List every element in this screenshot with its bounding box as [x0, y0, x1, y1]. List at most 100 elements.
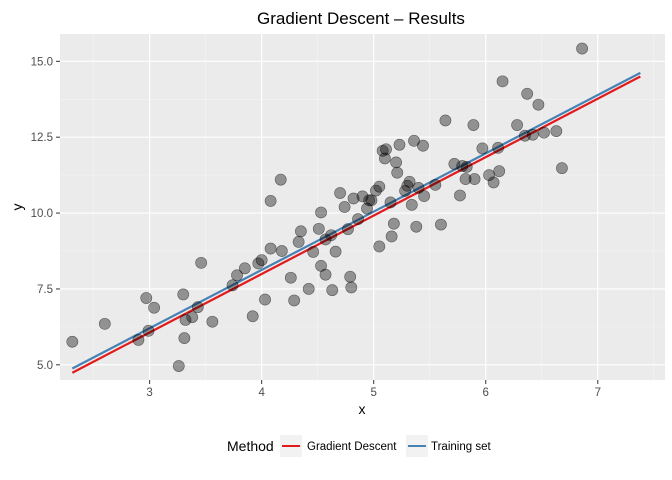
- data-point: [435, 218, 447, 231]
- data-point: [312, 222, 325, 235]
- data-point: [246, 310, 259, 323]
- data-point: [140, 292, 153, 304]
- data-point: [405, 198, 418, 211]
- data-point: [329, 245, 342, 258]
- data-point: [385, 230, 398, 243]
- data-point: [496, 75, 509, 88]
- data-point: [476, 142, 489, 155]
- legend-label-training-set: Training set: [431, 441, 491, 453]
- data-point: [292, 236, 305, 248]
- data-point: [365, 194, 378, 207]
- data-point: [448, 158, 461, 170]
- legend-title: Method: [227, 438, 274, 454]
- data-point: [66, 335, 79, 348]
- data-point: [319, 268, 332, 281]
- data-point: [148, 301, 161, 314]
- data-point: [538, 126, 550, 139]
- data-point: [408, 134, 420, 147]
- data-point: [459, 173, 472, 185]
- x-tick-label: 7: [595, 387, 601, 399]
- data-point: [347, 192, 360, 205]
- data-point: [511, 119, 524, 131]
- x-tick-label: 4: [258, 387, 265, 399]
- data-point: [325, 229, 338, 242]
- data-point: [483, 169, 496, 182]
- data-point: [384, 196, 397, 209]
- grid: [60, 34, 665, 380]
- series-line-training-set: [71, 71, 641, 370]
- x-tick-label: 5: [371, 387, 377, 399]
- data-point: [468, 173, 481, 185]
- x-tick-label: 6: [483, 387, 489, 399]
- data-point: [418, 190, 431, 202]
- data-point: [387, 217, 400, 230]
- y-tick-label: 12.5: [31, 132, 53, 144]
- data-point: [288, 294, 301, 307]
- data-point: [370, 184, 382, 197]
- data-point: [206, 315, 219, 328]
- legend: Method Gradient Descent Training set: [227, 435, 491, 457]
- x-axis-ticks: 3 4 5 6 7: [146, 380, 601, 399]
- data-point: [401, 179, 414, 192]
- y-axis-title: y: [9, 204, 25, 211]
- data-point: [252, 257, 265, 270]
- data-point: [179, 314, 192, 326]
- data-point: [532, 98, 545, 111]
- data-point: [284, 271, 297, 284]
- data-point: [231, 269, 243, 282]
- data-points: [66, 42, 588, 372]
- y-tick-label: 15.0: [31, 56, 53, 68]
- data-point: [275, 245, 288, 257]
- data-point: [345, 281, 358, 294]
- data-point: [429, 178, 442, 191]
- data-point: [226, 279, 239, 292]
- data-point: [410, 220, 423, 233]
- data-point: [526, 128, 539, 141]
- x-tick-label: 3: [146, 387, 152, 399]
- data-point: [556, 162, 568, 175]
- data-point: [376, 144, 389, 157]
- data-point: [302, 283, 315, 295]
- data-point: [521, 87, 534, 100]
- y-tick-label: 10.0: [31, 208, 53, 220]
- data-point: [460, 161, 473, 173]
- legend-label-gradient-descent: Gradient Descent: [307, 441, 397, 453]
- data-point: [274, 173, 287, 186]
- data-point: [454, 189, 466, 202]
- data-point: [373, 240, 386, 253]
- data-point: [550, 125, 563, 138]
- data-point: [172, 360, 185, 372]
- data-point: [326, 284, 339, 297]
- data-point: [259, 293, 271, 306]
- data-point: [412, 181, 425, 194]
- data-point: [379, 152, 391, 165]
- data-point: [344, 270, 357, 283]
- data-point: [307, 246, 320, 258]
- data-point: [191, 301, 204, 314]
- data-point: [178, 332, 191, 345]
- data-point: [342, 223, 354, 236]
- data-point: [186, 311, 199, 324]
- y-tick-label: 7.5: [37, 284, 53, 296]
- data-point: [264, 195, 277, 207]
- data-point: [338, 201, 351, 213]
- data-point: [393, 138, 406, 151]
- data-point: [456, 160, 469, 172]
- data-point: [177, 288, 190, 301]
- y-tick-label: 5.0: [37, 360, 53, 372]
- data-point: [264, 242, 277, 255]
- data-point: [487, 176, 500, 189]
- data-point: [98, 317, 111, 330]
- data-point: [439, 114, 452, 127]
- data-point: [467, 119, 480, 131]
- data-point: [334, 187, 346, 199]
- data-point: [417, 139, 429, 152]
- data-point: [352, 213, 364, 226]
- data-point: [255, 254, 268, 267]
- x-axis-title: x: [359, 401, 366, 417]
- data-point: [142, 324, 155, 337]
- data-point: [132, 334, 145, 346]
- data-point: [493, 165, 506, 178]
- data-point: [238, 262, 251, 275]
